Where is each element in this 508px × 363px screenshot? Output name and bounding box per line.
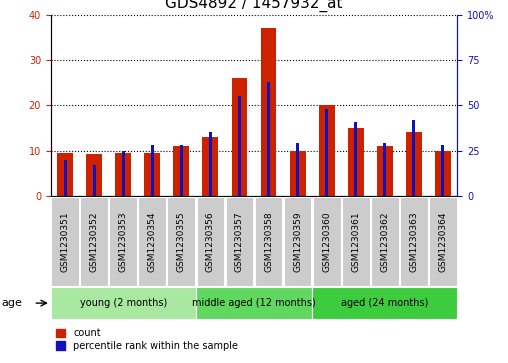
Title: GDS4892 / 1457932_at: GDS4892 / 1457932_at xyxy=(165,0,343,12)
Text: GSM1230357: GSM1230357 xyxy=(235,211,244,272)
FancyBboxPatch shape xyxy=(342,197,369,286)
FancyBboxPatch shape xyxy=(168,197,196,286)
Text: GSM1230362: GSM1230362 xyxy=(380,211,389,272)
Text: GSM1230358: GSM1230358 xyxy=(264,211,273,272)
Bar xyxy=(151,145,154,196)
FancyBboxPatch shape xyxy=(109,197,137,286)
FancyBboxPatch shape xyxy=(400,197,428,286)
Bar xyxy=(144,153,161,196)
Bar xyxy=(383,143,386,196)
Bar xyxy=(325,109,328,196)
Text: GSM1230363: GSM1230363 xyxy=(409,211,418,272)
Bar xyxy=(319,105,335,196)
FancyBboxPatch shape xyxy=(371,197,399,286)
FancyBboxPatch shape xyxy=(283,197,311,286)
FancyBboxPatch shape xyxy=(197,197,225,286)
Bar xyxy=(115,153,132,196)
Bar xyxy=(354,122,357,196)
Bar xyxy=(406,132,422,196)
Bar xyxy=(312,287,457,319)
Bar xyxy=(93,165,96,196)
Bar xyxy=(173,146,189,196)
Text: aged (24 months): aged (24 months) xyxy=(341,298,428,308)
FancyBboxPatch shape xyxy=(51,197,79,286)
Text: age: age xyxy=(1,298,22,308)
Text: middle aged (12 months): middle aged (12 months) xyxy=(192,298,316,308)
Bar xyxy=(347,128,364,196)
FancyBboxPatch shape xyxy=(429,197,457,286)
Bar xyxy=(267,82,270,196)
Text: GSM1230360: GSM1230360 xyxy=(322,211,331,272)
FancyBboxPatch shape xyxy=(226,197,253,286)
Bar xyxy=(196,287,312,319)
FancyBboxPatch shape xyxy=(139,197,166,286)
Bar xyxy=(232,78,247,196)
Bar xyxy=(238,96,241,196)
Bar xyxy=(51,287,196,319)
Text: GSM1230354: GSM1230354 xyxy=(148,211,157,272)
Text: young (2 months): young (2 months) xyxy=(80,298,167,308)
Bar xyxy=(203,137,218,196)
Bar xyxy=(122,151,125,196)
Text: GSM1230361: GSM1230361 xyxy=(351,211,360,272)
Text: GSM1230355: GSM1230355 xyxy=(177,211,186,272)
FancyBboxPatch shape xyxy=(312,197,340,286)
Bar xyxy=(261,28,276,196)
Legend: count, percentile rank within the sample: count, percentile rank within the sample xyxy=(56,328,238,351)
Text: GSM1230352: GSM1230352 xyxy=(90,211,99,272)
Bar xyxy=(412,120,415,196)
FancyBboxPatch shape xyxy=(255,197,282,286)
Bar xyxy=(64,160,67,196)
Bar xyxy=(209,132,212,196)
Text: GSM1230353: GSM1230353 xyxy=(119,211,128,272)
Text: GSM1230356: GSM1230356 xyxy=(206,211,215,272)
Bar xyxy=(290,151,305,196)
Bar xyxy=(376,146,393,196)
Text: GSM1230364: GSM1230364 xyxy=(438,211,447,272)
Bar xyxy=(441,145,444,196)
Bar xyxy=(57,153,73,196)
Bar xyxy=(435,151,451,196)
Bar xyxy=(180,145,183,196)
Bar xyxy=(86,154,102,196)
Text: GSM1230351: GSM1230351 xyxy=(61,211,70,272)
Bar xyxy=(296,143,299,196)
Text: GSM1230359: GSM1230359 xyxy=(293,211,302,272)
FancyBboxPatch shape xyxy=(80,197,108,286)
